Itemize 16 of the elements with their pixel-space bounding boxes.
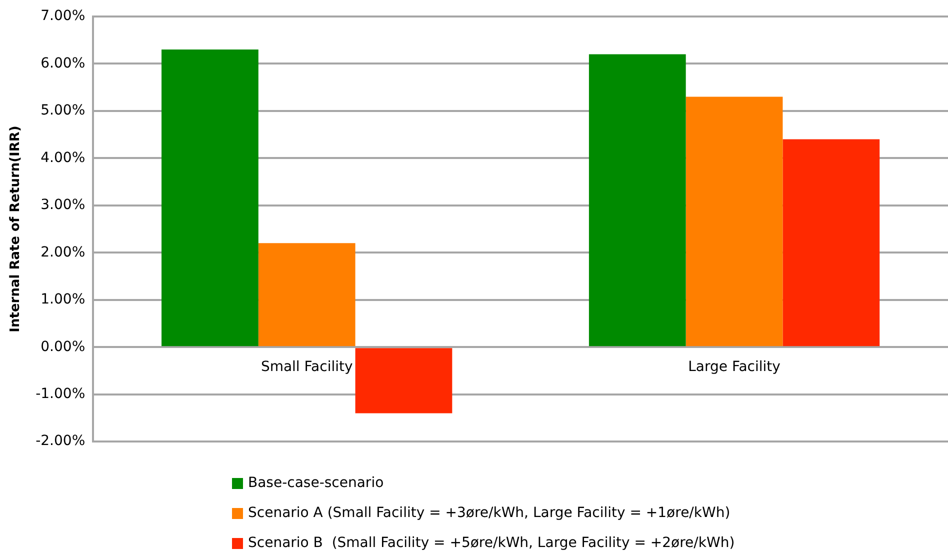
x-tick-label: Small Facility (260, 359, 353, 376)
y-tick-label: 0.00% (40, 338, 86, 355)
y-tick-label: 5.00% (40, 102, 86, 119)
legend-label: Base-case-scenario (248, 475, 384, 491)
y-tick-label: 4.00% (40, 150, 86, 166)
y-tick-label: -1.00% (36, 386, 86, 402)
y-tick-label: -2.00% (36, 433, 86, 450)
y-axis-title: Internal Rate of Return(IRR) (8, 126, 24, 332)
y-tick-label: 1.00% (40, 292, 86, 308)
y-tick-label: 2.00% (40, 244, 86, 260)
y-tick-label: 6.00% (40, 55, 86, 72)
y-tick-label: 3.00% (40, 197, 86, 214)
x-tick-label: Large Facility (688, 359, 780, 376)
legend-label: Scenario B (Small Facility = +5øre/kWh, Large Facility = +2øre/kWh) (248, 535, 735, 551)
y-tick-label: 7.00% (40, 8, 86, 24)
legend-label: Scenario A (Small Facility = +3øre/kWh, Large Facility = +1øre/kWh) (248, 505, 730, 521)
